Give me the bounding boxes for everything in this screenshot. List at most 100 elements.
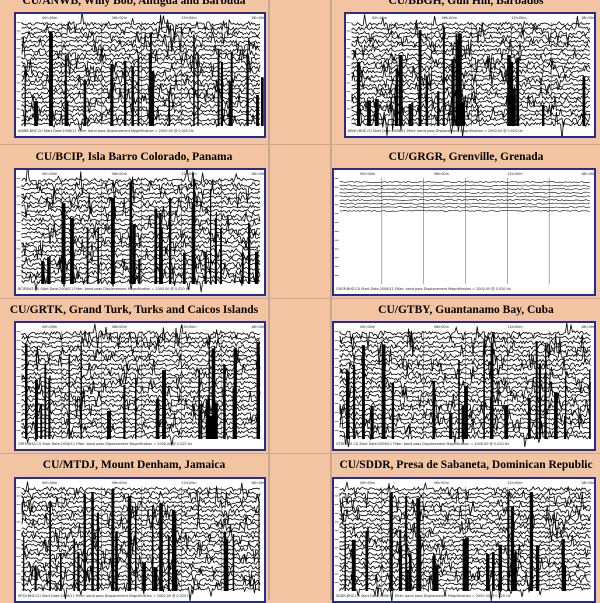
seismic-burst (154, 208, 158, 284)
seismic-trace-line (351, 85, 591, 111)
seismic-trace-line (21, 422, 261, 436)
seismic-burst (80, 345, 82, 439)
seismic-trace-line (21, 530, 261, 553)
seismic-burst (110, 197, 115, 284)
station-title[interactable]: CU/BBGH, Gun Hill, Barbados (388, 0, 544, 7)
station-panel: CU/GTBY, Guantanamo Bay, Cuba 00h:00m 06h… (332, 300, 600, 453)
seismic-burst (68, 354, 70, 439)
seismic-burst (455, 33, 458, 126)
seismic-burst (34, 101, 38, 126)
seismic-burst (135, 506, 137, 591)
seismic-trace-line (21, 403, 261, 422)
y-tick-mark (334, 248, 339, 250)
seismogram-plot[interactable]: 00h:00m 06h:00m 12h:00m 18h:00m BCIP.BHZ.CU … (14, 168, 266, 296)
seismic-burst (398, 55, 403, 126)
x-tick-label: 00h:00m (42, 481, 58, 485)
seismogram-plot[interactable]: 00h:00m 06h:00m 12h:00m 18h:00m GRTK.BHZ.CU … (14, 321, 266, 451)
seismic-burst (159, 503, 163, 591)
seismic-burst (173, 516, 177, 591)
seismic-trace-line (21, 19, 261, 40)
y-tick-mark (16, 39, 21, 40)
seismic-trace-line (339, 356, 591, 381)
x-tick-label: 00h:00m (42, 16, 58, 20)
seismic-trace-line (21, 481, 261, 501)
x-tick-label: 06h:00m (112, 16, 128, 20)
seismic-trace-line (339, 496, 591, 517)
y-tick-mark (334, 195, 339, 197)
y-tick-mark (16, 394, 21, 395)
seismic-trace-line (21, 102, 260, 127)
y-tick-mark (334, 349, 339, 350)
station-title[interactable]: CU/GRGR, Grenville, Grenada (388, 151, 544, 163)
seismic-trace-line (351, 21, 591, 47)
plot-footer-caption: ANWB.BHZ.CU Start Date:2006/11 Filter: b… (18, 129, 194, 133)
seismogram-plot[interactable]: 00h:00m 06h:00m 12h:00m 18h:00m MTDJ.BHZ.CU … (14, 477, 266, 603)
station-title[interactable]: CU/GTBY, Guantanamo Bay, Cuba (378, 304, 554, 316)
station-title[interactable]: CU/SDDR, Presa de Sabaneta, Dominican Re… (339, 459, 593, 471)
seismogram-trace-canvas: 00h:00m 06h:00m 12h:00m 18h:00m BCIP.BHZ.CU … (16, 170, 264, 293)
seismic-burst (529, 492, 534, 591)
y-tick-mark (16, 222, 21, 223)
seismic-trace-line (339, 184, 590, 187)
y-tick-mark (16, 186, 21, 188)
seismogram-plot[interactable]: 00h:00m 06h:00m 12h:00m 18h:00m GRGR.BHZ.CU … (332, 168, 596, 296)
x-tick-label: 00h:00m (42, 172, 58, 176)
seismic-burst (77, 552, 80, 591)
seismic-burst (175, 570, 178, 591)
seismic-burst (183, 252, 186, 284)
y-tick-mark (334, 257, 339, 259)
seismic-burst (457, 39, 459, 126)
y-tick-mark (334, 530, 339, 531)
seismogram-plot[interactable]: 00h:00m 06h:00m 12h:00m 18h:00m BBGH.BHZ.CU … (344, 12, 596, 138)
seismogram-plot[interactable]: 00h:00m 06h:00m 12h:00m 18h:00m SDDR.BHZ.CU … (332, 477, 596, 603)
seismic-trace-line (21, 523, 261, 553)
y-tick-mark (16, 231, 21, 232)
station-panel: CU/ANWB, Willy Bob, Antigua and Barbuda … (0, 0, 268, 144)
seismic-burst (346, 371, 350, 439)
y-tick-mark (334, 573, 339, 575)
station-title[interactable]: CU/GRTK, Grand Turk, Turks and Caicos Is… (9, 304, 259, 316)
seismic-burst (205, 399, 210, 439)
seismic-burst (535, 341, 538, 439)
plot-footer-caption: BCIP.BHZ.CU Start Date:2006/11 Filter: b… (18, 287, 190, 291)
seismic-burst (425, 75, 429, 126)
seismic-trace-line (21, 491, 261, 518)
seismogram-plot[interactable]: 00h:00m 06h:00m 12h:00m 18h:00m ANWB.BHZ.CU … (14, 12, 266, 138)
seismic-trace-line (339, 366, 591, 394)
seismogram-plot[interactable]: 00h:00m 06h:00m 12h:00m 18h:00m GTBY.BHZ.CU … (332, 321, 596, 451)
seismic-burst (137, 56, 140, 127)
seismic-burst (159, 227, 163, 284)
seismogram-trace-canvas: 00h:00m 06h:00m 12h:00m 18h:00m GRTK.BHZ.CU … (16, 323, 264, 446)
seismic-burst (225, 538, 229, 591)
station-title[interactable]: CU/MTDJ, Mount Denham, Jamaica (42, 459, 226, 471)
seismic-trace-line (21, 499, 261, 526)
station-title[interactable]: CU/ANWB, Willy Bob, Antigua and Barbuda (22, 0, 246, 7)
y-tick-mark (16, 266, 21, 267)
seismic-burst (527, 397, 531, 439)
seismic-trace-line (339, 337, 591, 369)
y-tick-mark (334, 367, 339, 368)
seismic-burst (462, 538, 467, 591)
seismic-trace-line (339, 328, 591, 366)
seismic-burst (123, 384, 126, 439)
seismic-burst (516, 57, 520, 126)
seismic-burst (197, 53, 199, 126)
seismic-trace-line (351, 65, 591, 86)
seismic-trace-line (339, 198, 591, 201)
y-tick-mark (16, 48, 21, 49)
y-tick-mark (334, 178, 339, 179)
seismic-burst (544, 373, 547, 439)
station-panel: CU/GRTK, Grand Turk, Turks and Caicos Is… (0, 300, 268, 453)
seismic-trace-line (21, 337, 261, 362)
x-tick-label: 06h:00m (434, 481, 450, 485)
seismic-trace-line (339, 511, 591, 542)
station-panel: CU/GRGR, Grenville, Grenada 00h:00m 06h:0… (332, 146, 600, 298)
y-tick-mark (16, 340, 21, 341)
seismic-burst (60, 552, 62, 591)
seismic-trace-line (21, 170, 261, 190)
station-title[interactable]: CU/BCIP, Isla Barro Colorado, Panama (35, 151, 233, 163)
grid-divider-horizontal (0, 298, 600, 299)
x-tick-label: 06h:00m (112, 481, 128, 485)
y-tick-mark (346, 108, 351, 110)
seismic-trace-line (339, 332, 591, 368)
